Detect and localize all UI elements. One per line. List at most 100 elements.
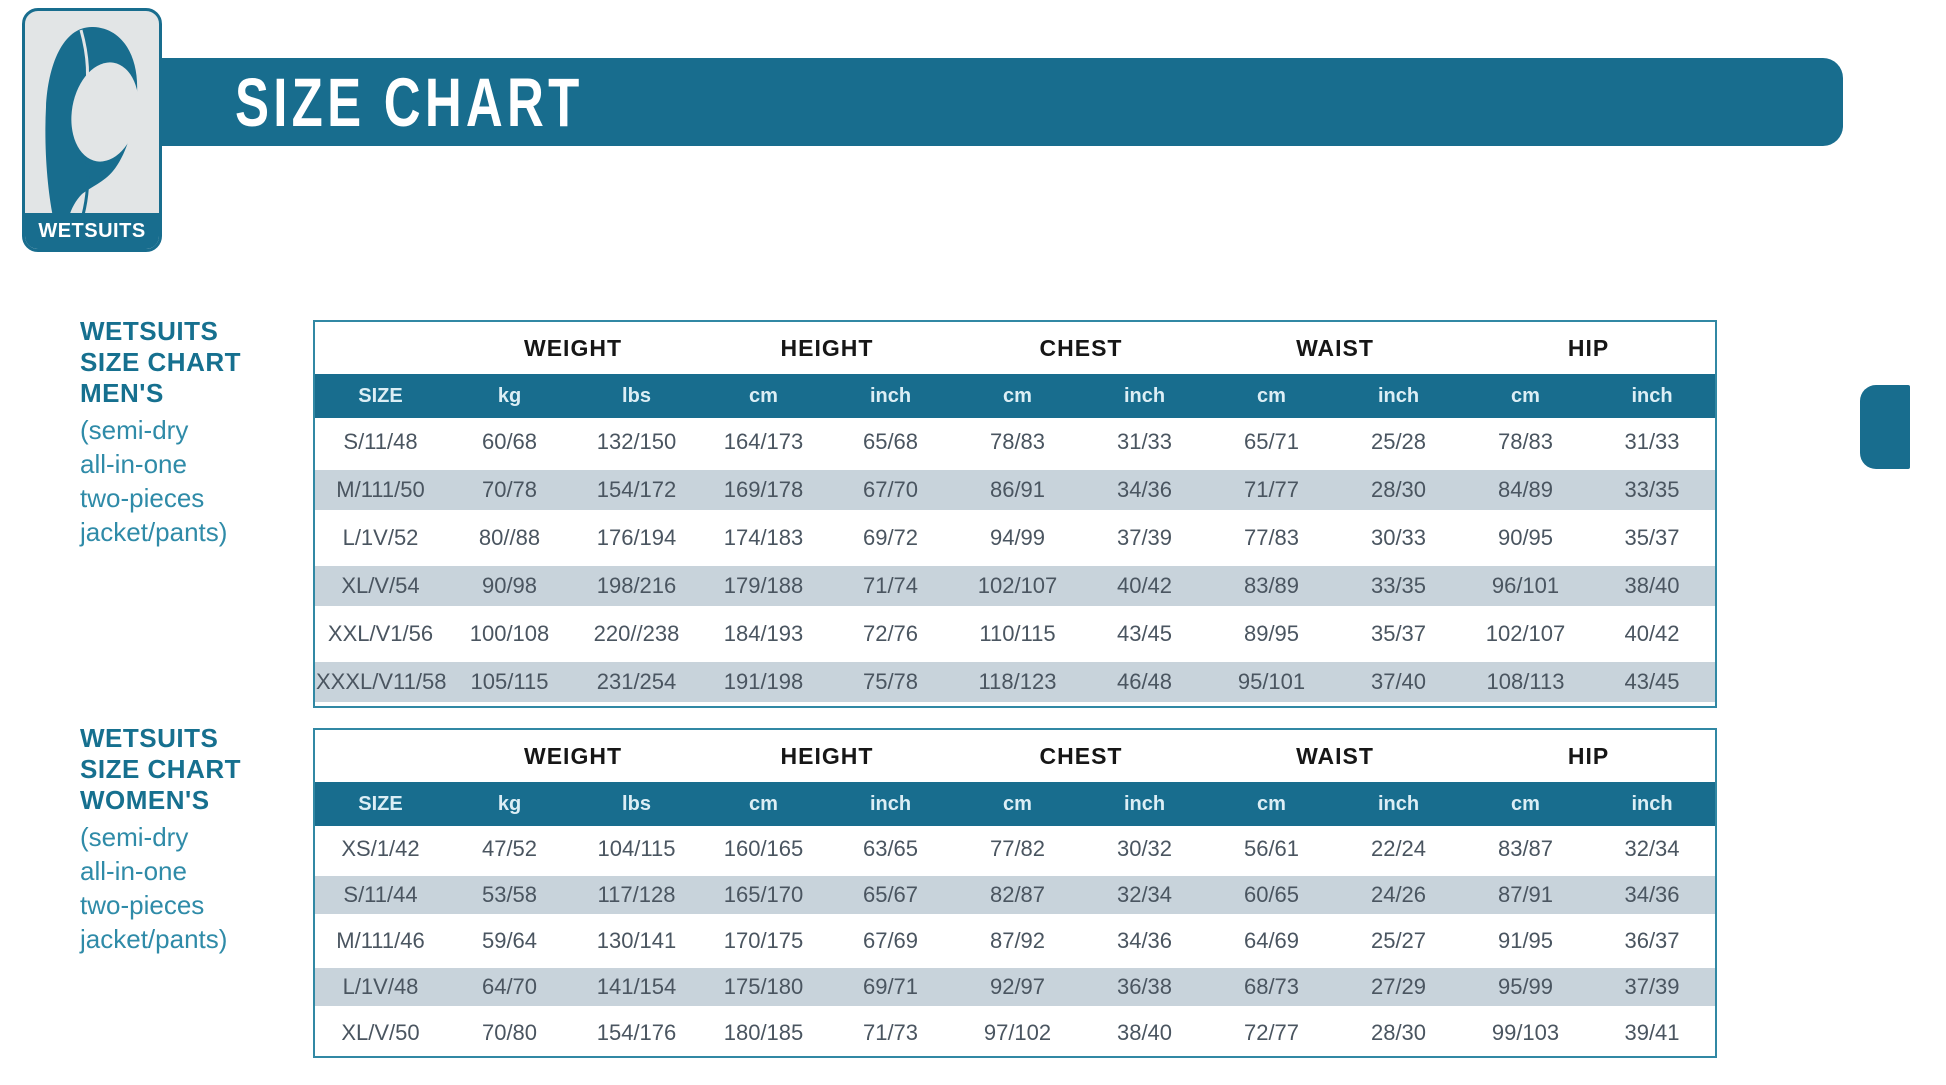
value-cell: 35/37 — [1370, 621, 1427, 646]
value-cell: 154/172 — [573, 466, 700, 514]
value-cell: 72/76 — [862, 621, 919, 646]
value-cell: 34/36 — [1589, 872, 1716, 918]
value-cell: 28/30 — [1370, 1020, 1427, 1045]
value-cell: 99/103 — [1491, 1020, 1560, 1045]
wetsuits-badge: WETSUITS — [22, 8, 162, 252]
size-cell: XL/V/54 — [314, 562, 446, 610]
table-row: XXXL/V11/58 105/115 231/254 191/198 75/78 118… — [314, 658, 1716, 707]
unit-header-row: SIZE kg lbs cm inch cm inch cm inch cm inch — [314, 782, 1716, 826]
label-line: SIZE CHART — [80, 754, 241, 784]
label-line: jacket/pants) — [80, 517, 228, 547]
womens-section-label: WETSUITS SIZE CHART WOMEN'S (semi-dry al… — [80, 723, 300, 956]
badge-label: WETSUITS — [25, 213, 159, 249]
label-line: two-pieces — [80, 890, 205, 920]
value-cell: 108/113 — [1462, 658, 1589, 707]
label-line: WETSUITS — [80, 316, 219, 346]
table-row: M/111/50 70/78 154/172 169/178 67/70 86/91 34/… — [314, 466, 1716, 514]
unit-header-cell: cm — [954, 374, 1081, 418]
label-line: all-in-one — [80, 856, 187, 886]
unit-header-cell: kg — [446, 782, 573, 826]
value-cell: 90/95 — [1497, 525, 1554, 550]
value-cell: 34/36 — [1081, 466, 1208, 514]
value-cell: 65/67 — [827, 872, 954, 918]
unit-header-cell: cm — [954, 782, 1081, 826]
value-cell: 176/194 — [596, 525, 677, 550]
unit-header-cell: inch — [1081, 782, 1208, 826]
value-cell: 184/193 — [723, 621, 804, 646]
value-cell: 89/95 — [1243, 621, 1300, 646]
wetsuit-hood-icon — [45, 26, 139, 217]
value-cell: 179/188 — [700, 562, 827, 610]
value-cell: 34/36 — [1116, 928, 1173, 953]
value-cell: 132/150 — [596, 429, 677, 454]
value-cell: 174/183 — [723, 525, 804, 550]
value-cell: 169/178 — [700, 466, 827, 514]
value-cell: 95/101 — [1208, 658, 1335, 707]
value-cell: 31/33 — [1116, 429, 1173, 454]
value-cell: 28/30 — [1335, 466, 1462, 514]
value-cell: 40/42 — [1081, 562, 1208, 610]
group-header-cell: WAIST — [1208, 729, 1462, 782]
value-cell: 77/83 — [1243, 525, 1300, 550]
value-cell: 63/65 — [862, 836, 919, 861]
unit-header-cell: cm — [1462, 374, 1589, 418]
table-group-header-row: WEIGHT HEIGHT CHEST WAIST HIP — [314, 321, 1716, 374]
value-cell: 87/92 — [989, 928, 1046, 953]
label-line: two-pieces — [80, 483, 205, 513]
value-cell: 47/52 — [481, 836, 538, 861]
value-cell: 59/64 — [481, 928, 538, 953]
value-cell: 154/176 — [596, 1020, 677, 1045]
value-cell: 30/32 — [1116, 836, 1173, 861]
value-cell: 90/98 — [446, 562, 573, 610]
size-cell: XS/1/42 — [341, 836, 420, 861]
value-cell: 64/70 — [446, 964, 573, 1010]
unit-header-cell: inch — [1589, 782, 1716, 826]
unit-header-cell: lbs — [573, 782, 700, 826]
group-header-cell: HEIGHT — [700, 321, 954, 374]
value-cell: 27/29 — [1335, 964, 1462, 1010]
table-row: XL/V/54 90/98 198/216 179/188 71/74 102/107 40… — [314, 562, 1716, 610]
group-header-cell: CHEST — [954, 729, 1208, 782]
size-header-cell: SIZE — [314, 782, 446, 826]
value-cell: 53/58 — [446, 872, 573, 918]
value-cell: 24/26 — [1335, 872, 1462, 918]
value-cell: 100/108 — [469, 621, 550, 646]
value-cell: 68/73 — [1208, 964, 1335, 1010]
value-cell: 102/107 — [1485, 621, 1566, 646]
label-line: jacket/pants) — [80, 924, 228, 954]
value-cell: 86/91 — [954, 466, 1081, 514]
value-cell: 22/24 — [1370, 836, 1427, 861]
value-cell: 36/37 — [1624, 928, 1680, 953]
label-line: WETSUITS — [80, 723, 219, 753]
unit-header-cell: cm — [1462, 782, 1589, 826]
value-cell: 33/35 — [1335, 562, 1462, 610]
group-header-cell: WEIGHT — [446, 321, 700, 374]
value-cell: 118/123 — [954, 658, 1081, 707]
group-header-cell: WAIST — [1208, 321, 1462, 374]
value-cell: 67/69 — [862, 928, 919, 953]
unit-header-row: SIZE kg lbs cm inch cm inch cm inch cm inch — [314, 374, 1716, 418]
unit-header-cell: inch — [1335, 374, 1462, 418]
table-row: L/1V/52 80//88 176/194 174/183 69/72 94/99 37/… — [314, 514, 1716, 562]
spacer-cell — [314, 321, 446, 374]
unit-header-cell: lbs — [573, 374, 700, 418]
value-cell: 32/34 — [1081, 872, 1208, 918]
size-cell: XXXL/V11/58 — [314, 658, 446, 707]
value-cell: 92/97 — [954, 964, 1081, 1010]
value-cell: 64/69 — [1243, 928, 1300, 953]
value-cell: 102/107 — [954, 562, 1081, 610]
unit-header-cell: cm — [1208, 374, 1335, 418]
label-line: all-in-one — [80, 449, 187, 479]
value-cell: 70/78 — [446, 466, 573, 514]
size-cell: M/111/46 — [336, 928, 425, 953]
value-cell: 37/39 — [1116, 525, 1173, 550]
value-cell: 31/33 — [1624, 429, 1680, 454]
value-cell: 141/154 — [573, 964, 700, 1010]
label-line: MEN'S — [80, 378, 164, 408]
size-cell: L/1V/52 — [342, 525, 419, 550]
value-cell: 180/185 — [723, 1020, 804, 1045]
size-cell: M/111/50 — [314, 466, 446, 514]
table-group-header-row: WEIGHT HEIGHT CHEST WAIST HIP — [314, 729, 1716, 782]
value-cell: 43/45 — [1589, 658, 1716, 707]
value-cell: 33/35 — [1589, 466, 1716, 514]
